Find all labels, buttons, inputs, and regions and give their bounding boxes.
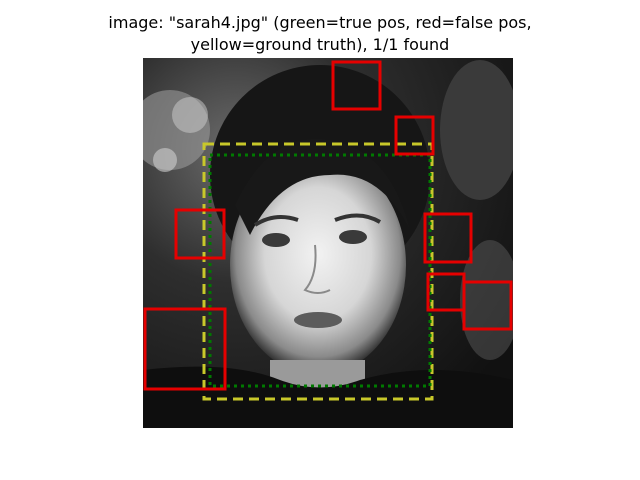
figure-title: image: "sarah4.jpg" (green=true pos, red… <box>0 12 640 56</box>
false-positive-box <box>174 208 226 260</box>
false-positive-box <box>331 60 382 111</box>
false-positive-box <box>143 307 227 391</box>
false-positive-box <box>423 212 473 264</box>
figure-title-line-2: yellow=ground truth), 1/1 found <box>190 35 450 54</box>
false-positive-box <box>394 115 435 156</box>
figure-title-line-1: image: "sarah4.jpg" (green=true pos, red… <box>108 13 532 32</box>
ground-truth-box <box>202 142 434 401</box>
true-positive-box <box>208 153 432 388</box>
false-positive-box <box>462 280 513 331</box>
photo-image <box>143 58 513 428</box>
